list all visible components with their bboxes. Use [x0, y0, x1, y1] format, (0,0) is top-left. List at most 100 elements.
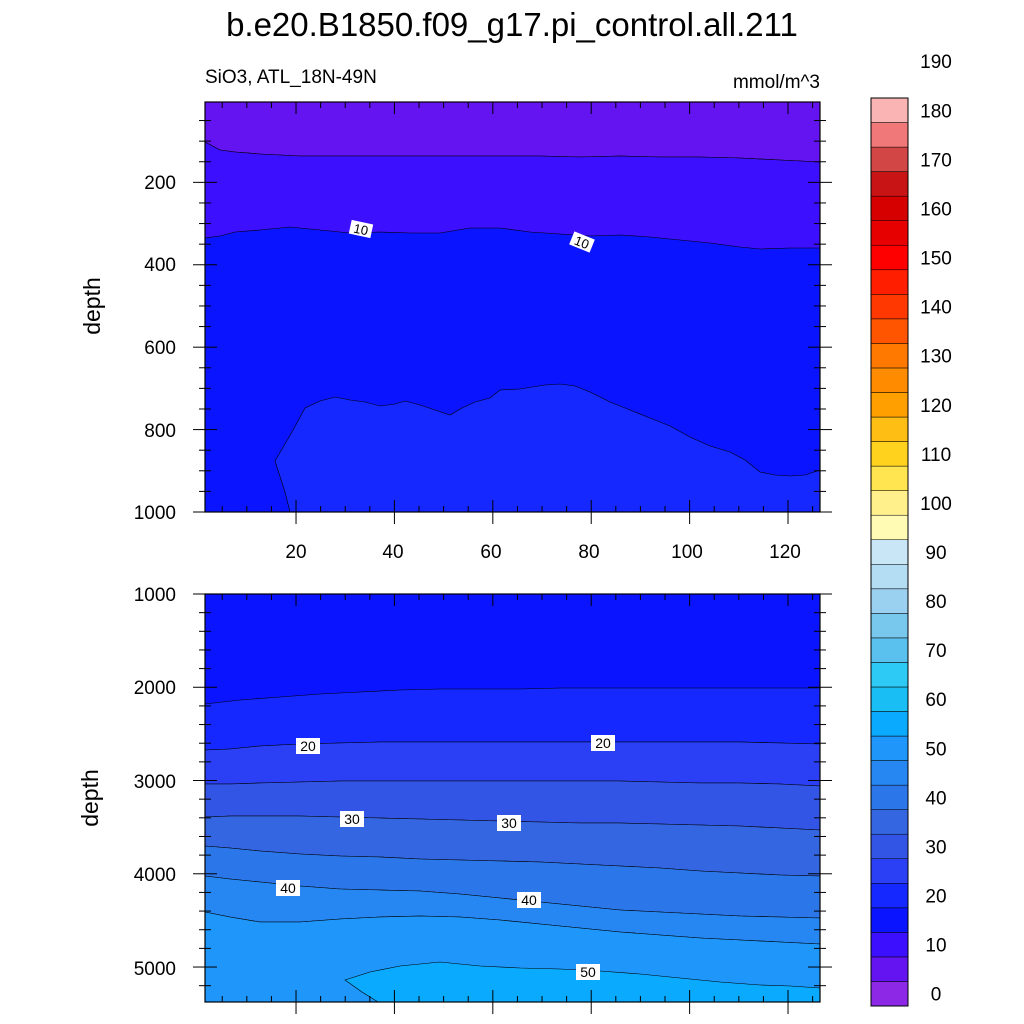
colorbar-swatch: [870, 465, 909, 491]
lower-contour-label-5: 40: [280, 880, 296, 896]
upper-x-tick-80: 80: [578, 542, 599, 563]
colorbar-label: 130: [920, 347, 952, 368]
colorbar-swatch: [870, 809, 909, 835]
colorbar-swatch: [870, 833, 909, 860]
colorbar-swatch: [870, 195, 909, 221]
lower-contour-label-2: 20: [595, 735, 611, 751]
upper-y-tick-400: 400: [144, 255, 176, 276]
lower-contour-label-box-6: [517, 892, 541, 908]
colorbar-swatch: [870, 220, 909, 246]
lower-y-tick-3000: 3000: [134, 772, 176, 793]
colorbar-label: 170: [920, 150, 952, 171]
colorbar-swatch: [870, 441, 909, 467]
colorbar-label: 120: [920, 396, 952, 417]
lower-contour-label-box-1: [296, 738, 320, 754]
upper-contour-label-box-2: [569, 231, 595, 253]
colorbar-frame: [870, 97, 909, 1007]
upper-ticks: [193, 102, 832, 524]
colorbar-swatch: [870, 735, 909, 761]
colorbar-swatch: [870, 146, 909, 172]
colorbar-label: 160: [920, 199, 952, 220]
lower-contour-label-1: 20: [300, 738, 316, 754]
colorbar-swatch: [870, 883, 909, 909]
upper-x-tick-120: 120: [769, 542, 801, 563]
colorbar-label: 0: [931, 985, 942, 1006]
upper-x-tick-60: 60: [480, 542, 501, 563]
colorbar-swatch: [870, 588, 909, 614]
upper-contour-label-2: 10: [572, 233, 591, 252]
upper-contour-label-1: 10: [352, 221, 369, 239]
upper-band-15-20: [274, 383, 821, 513]
lower-contour-label-box-7: [576, 964, 600, 980]
lower-y-axis-label: depth: [77, 769, 103, 827]
lower-contour-label-4: 30: [501, 815, 517, 831]
lower-contour-label-box-5: [276, 880, 300, 896]
colorbar-swatch: [870, 956, 909, 982]
colorbar-label: 20: [925, 887, 946, 908]
colorbar-swatch: [870, 539, 909, 565]
lower-contour-labels: 20 20 30 30 40 40 50: [276, 735, 615, 980]
lower-y-tick-1000: 1000: [134, 585, 176, 606]
lower-contour-label-7: 50: [580, 964, 596, 980]
colorbar-swatch: [870, 490, 909, 516]
colorbar-swatch: [870, 122, 909, 148]
lower-ticks: [193, 593, 832, 1014]
colorbar-label: 30: [925, 837, 946, 858]
colorbar-swatch: [870, 613, 909, 639]
lower-contour-label-box-2: [591, 735, 615, 751]
lower-contour-label-6: 40: [521, 892, 537, 908]
upper-contour-labels: 10 10: [348, 219, 595, 253]
variable-label: SiO3, ATL_18N-49N: [205, 67, 377, 88]
lower-y-tick-4000: 4000: [134, 865, 176, 886]
lower-y-tick-2000: 2000: [134, 678, 176, 699]
lower-frame: [204, 593, 821, 1003]
colorbar-label: 90: [925, 543, 946, 564]
colorbar-swatch: [870, 514, 909, 540]
upper-panel: 10 10 20 40 60 80 100 120 200 400 600 80…: [79, 101, 832, 563]
upper-y-tick-600: 600: [144, 338, 176, 359]
colorbar-label: 80: [925, 592, 946, 613]
colorbar-swatch: [870, 564, 909, 590]
colorbar-label: 180: [920, 101, 952, 122]
colorbar-labels: 0 10 20 30 40 50 60 70 80 90 100 110 120 130 140 150 160…: [920, 52, 952, 1006]
colorbar: 0 10 20 30 40 50 60 70 80 90 100 110 120 130 140 150 160…: [870, 52, 952, 1007]
lower-contour-label-box-3: [340, 811, 364, 827]
colorbar-swatch: [870, 318, 909, 344]
upper-y-tick-1000: 1000: [134, 503, 176, 524]
colorbar-swatches: [870, 97, 909, 1007]
lower-y-tick-5000: 5000: [134, 959, 176, 980]
colorbar-swatch: [870, 784, 909, 810]
upper-contour-label-box-1: [348, 219, 374, 239]
colorbar-label: 150: [920, 249, 952, 270]
colorbar-swatch: [870, 416, 909, 442]
colorbar-swatch: [870, 343, 909, 369]
lower-contour-label-box-4: [497, 815, 521, 831]
colorbar-swatch: [870, 392, 909, 418]
colorbar-swatch: [870, 686, 909, 712]
colorbar-swatch: [870, 367, 909, 393]
upper-y-axis-label: depth: [79, 277, 105, 335]
colorbar-swatch: [870, 760, 909, 786]
colorbar-swatch: [870, 244, 909, 271]
upper-y-tick-200: 200: [144, 173, 176, 194]
colorbar-swatch: [870, 907, 909, 933]
upper-x-tick-20: 20: [285, 542, 306, 563]
colorbar-label: 110: [921, 445, 951, 466]
lower-contour-label-3: 30: [344, 811, 360, 827]
lower-panel: 20 20 30 30 40 40 50 1000 2000 3000 4000…: [77, 585, 832, 1014]
upper-x-tick-40: 40: [382, 542, 403, 563]
upper-y-tick-800: 800: [144, 421, 176, 442]
colorbar-label: 70: [925, 641, 946, 662]
colorbar-label: 140: [920, 298, 952, 319]
colorbar-swatch: [870, 711, 909, 737]
colorbar-swatch: [870, 97, 909, 123]
colorbar-swatch: [870, 858, 909, 884]
colorbar-swatch: [870, 269, 909, 295]
colorbar-swatch: [870, 637, 909, 663]
colorbar-swatch: [870, 171, 909, 197]
colorbar-label: 100: [920, 494, 952, 515]
upper-frame: [204, 101, 821, 513]
colorbar-label: 50: [925, 739, 946, 760]
colorbar-label: 10: [925, 936, 946, 957]
